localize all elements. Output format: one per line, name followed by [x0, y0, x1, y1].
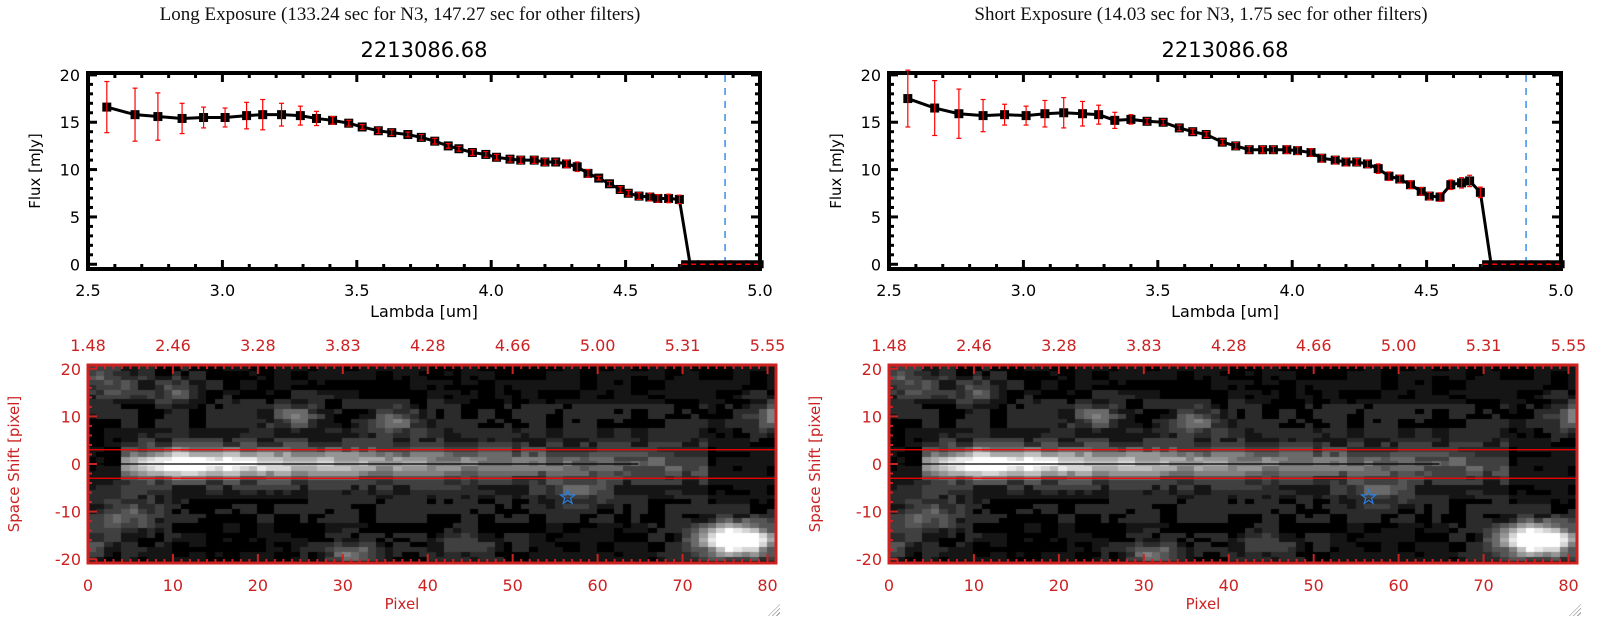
x-tick-label: 3.5 — [344, 281, 369, 300]
spectral-image — [889, 365, 1577, 563]
spectrum-plot: 2.5 3.0 3.5 4.0 4.5 5.0 0 5 10 15 20 Lambda [um] Flu… — [827, 66, 1574, 321]
y-tick-label: 15 — [861, 113, 881, 132]
x-tick-label: 4.0 — [1279, 281, 1304, 300]
y-tick-label: 10 — [861, 161, 881, 180]
long-exposure-charts: 2.5 3.0 3.5 4.0 4.5 5.0 0 5 10 15 20 Lambda [um] Flu… — [26, 66, 773, 321]
x-tick-label: 3.0 — [1011, 281, 1036, 300]
plot-frame — [887, 71, 1563, 271]
y-axis-label: Flux [mJy] — [26, 133, 44, 209]
y-tick-label: 0 — [871, 255, 881, 274]
short-exposure-panel: Short Exposure (14.03 sec for N3, 1.75 s… — [801, 0, 1600, 630]
x-axis-label: Lambda [um] — [370, 302, 478, 321]
x-axis-label: Lambda [um] — [1171, 302, 1279, 321]
zero-point — [681, 260, 700, 269]
spectral-image — [88, 365, 776, 563]
y-tick-label: 15 — [60, 113, 80, 132]
object-id: 2213086.68 — [360, 38, 488, 62]
object-id: 2213086.68 — [1161, 38, 1289, 62]
y-tick-label: 20 — [60, 66, 80, 85]
x-tick-label: 4.0 — [478, 281, 503, 300]
y-tick-label: 10 — [60, 161, 80, 180]
x-tick-label: 5.0 — [1548, 281, 1573, 300]
zero-point — [697, 260, 716, 269]
x-tick-label: 4.5 — [1414, 281, 1439, 300]
x-tick-label: 5.0 — [747, 281, 772, 300]
zero-point — [1482, 260, 1501, 269]
x-tick-label: 2.5 — [876, 281, 901, 300]
plot-frame — [86, 71, 762, 271]
series-line — [907, 97, 1556, 266]
zero-point — [1498, 260, 1517, 269]
y-tick-label: 20 — [861, 66, 881, 85]
panel-title: Short Exposure (14.03 sec for N3, 1.75 s… — [974, 4, 1428, 25]
x-tick-label: 3.5 — [1145, 281, 1170, 300]
y-tick-label: 5 — [70, 208, 80, 227]
y-axis-label: Flux [mJy] — [827, 133, 845, 209]
spectrum-plot: 2.5 3.0 3.5 4.0 4.5 5.0 0 5 10 15 20 Lambda [um] Flu… — [26, 66, 773, 321]
y-tick-label: 5 — [871, 208, 881, 227]
y-tick-label: 0 — [70, 255, 80, 274]
series-line — [106, 105, 755, 266]
panel-title: Long Exposure (133.24 sec for N3, 147.27… — [159, 4, 641, 25]
short-exposure-charts: 2.5 3.0 3.5 4.0 4.5 5.0 0 5 10 15 20 Lambda [um] Flu… — [827, 66, 1574, 321]
x-tick-label: 3.0 — [210, 281, 235, 300]
x-tick-label: 4.5 — [613, 281, 638, 300]
x-tick-label: 2.5 — [75, 281, 100, 300]
long-exposure-panel: Long Exposure (133.24 sec for N3, 147.27… — [5, 4, 785, 616]
